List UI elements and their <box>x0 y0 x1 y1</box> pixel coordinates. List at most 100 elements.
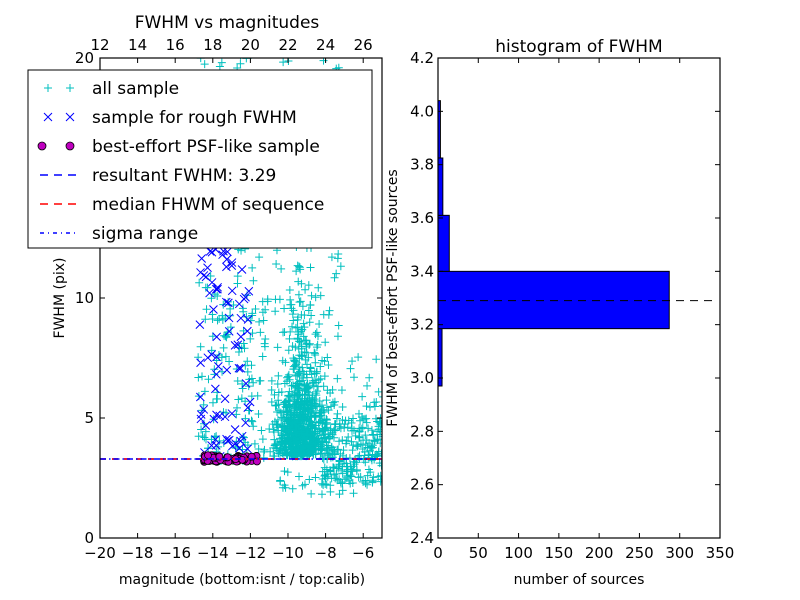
all-sample-point <box>249 422 258 431</box>
all-sample-point <box>288 381 297 390</box>
all-sample-point <box>300 311 309 320</box>
all-sample-point <box>280 467 289 476</box>
all-sample-point <box>304 449 313 458</box>
all-sample-point <box>348 478 357 487</box>
all-sample-point <box>311 358 320 367</box>
all-sample-point <box>299 381 308 390</box>
all-sample-point <box>267 398 276 407</box>
all-sample-point <box>335 490 344 499</box>
all-sample-point <box>337 465 346 474</box>
all-sample-point <box>301 336 310 345</box>
all-sample-point <box>248 263 257 272</box>
all-sample-point <box>288 310 297 319</box>
y-tick-label: 20 <box>75 49 94 67</box>
top-x-tick-label: 26 <box>354 36 373 54</box>
y-tick-label: 2.8 <box>410 422 434 440</box>
all-sample-point <box>284 438 293 447</box>
all-sample-point <box>320 372 329 381</box>
all-sample-point <box>379 405 382 407</box>
all-sample-point <box>215 314 224 323</box>
all-sample-point <box>291 450 300 459</box>
y-tick-label: 4.0 <box>410 102 434 120</box>
all-sample-point <box>375 418 382 427</box>
all-sample-point <box>288 322 297 331</box>
y-tick-label: 2.6 <box>410 476 434 494</box>
all-sample-point <box>299 451 308 460</box>
rough-sample-point <box>220 412 230 422</box>
all-sample-point <box>233 403 242 412</box>
all-sample-point <box>311 293 320 302</box>
all-sample-point <box>361 479 370 488</box>
all-sample-point <box>194 373 203 382</box>
all-sample-point <box>318 467 327 476</box>
all-sample-point <box>351 431 360 440</box>
all-sample-point <box>324 434 333 443</box>
rough-sample-point <box>224 298 233 308</box>
x-tick-label: −10 <box>272 544 304 562</box>
all-sample-point <box>233 376 242 385</box>
all-sample-point <box>251 304 260 313</box>
all-sample-point <box>374 387 382 396</box>
all-sample-point <box>243 367 252 376</box>
all-sample-point <box>295 363 304 372</box>
all-sample-point <box>342 467 351 476</box>
rough-sample-point <box>211 441 221 450</box>
all-sample-point <box>312 328 321 337</box>
all-sample-point <box>285 286 294 295</box>
y-tick-label: 3.2 <box>410 316 434 334</box>
all-sample-point <box>373 427 382 436</box>
legend-circle-icon <box>65 141 75 151</box>
all-sample-point <box>349 426 358 435</box>
all-sample-point <box>285 387 294 396</box>
all-sample-point <box>283 468 292 477</box>
all-sample-point <box>305 441 314 450</box>
all-sample-point <box>318 474 327 483</box>
all-sample-point <box>246 334 255 343</box>
all-sample-point <box>333 332 342 341</box>
histogram-axes-frame <box>437 57 721 539</box>
all-sample-point <box>267 376 276 385</box>
all-sample-point <box>204 375 213 384</box>
y-tick-label: 4.2 <box>410 49 434 67</box>
all-sample-point <box>323 472 332 481</box>
all-sample-point <box>338 436 347 445</box>
all-sample-point <box>276 476 285 485</box>
x-tick-label: −14 <box>197 544 229 562</box>
all-sample-point <box>201 427 210 436</box>
all-sample-point <box>364 424 373 433</box>
all-sample-point <box>254 409 263 418</box>
all-sample-point <box>363 381 372 390</box>
all-sample-point <box>330 420 339 429</box>
all-sample-point <box>321 338 330 347</box>
x-tick-label: 350 <box>706 544 735 562</box>
all-sample-point <box>218 315 227 324</box>
all-sample-point <box>242 312 251 321</box>
all-sample-point <box>324 451 333 460</box>
legend-box <box>27 69 373 249</box>
all-sample-point <box>293 313 302 322</box>
all-sample-point <box>307 291 316 300</box>
top-x-tick-label: 18 <box>203 36 222 54</box>
all-sample-point <box>303 402 312 411</box>
all-sample-point <box>319 382 328 391</box>
all-sample-point <box>200 387 209 396</box>
rough-sample-point <box>212 332 222 342</box>
x-tick-label: −6 <box>352 544 374 562</box>
all-sample-point <box>307 421 316 430</box>
histogram-bar <box>437 214 450 272</box>
all-sample-point <box>280 379 289 388</box>
x-tick-label: −18 <box>122 544 154 562</box>
all-sample-point <box>332 269 341 278</box>
all-sample-point <box>359 436 368 445</box>
all-sample-point <box>370 402 379 411</box>
all-sample-point <box>219 343 228 352</box>
all-sample-point <box>367 426 376 435</box>
legend-circle-icon <box>37 141 47 151</box>
rough-sample-point <box>227 286 237 296</box>
all-sample-point <box>249 276 258 285</box>
rough-sample-point <box>243 403 253 413</box>
all-sample-point <box>322 415 331 424</box>
all-sample-point <box>358 423 367 432</box>
rough-sample-point <box>211 284 221 294</box>
legend-x-icon <box>65 112 75 122</box>
